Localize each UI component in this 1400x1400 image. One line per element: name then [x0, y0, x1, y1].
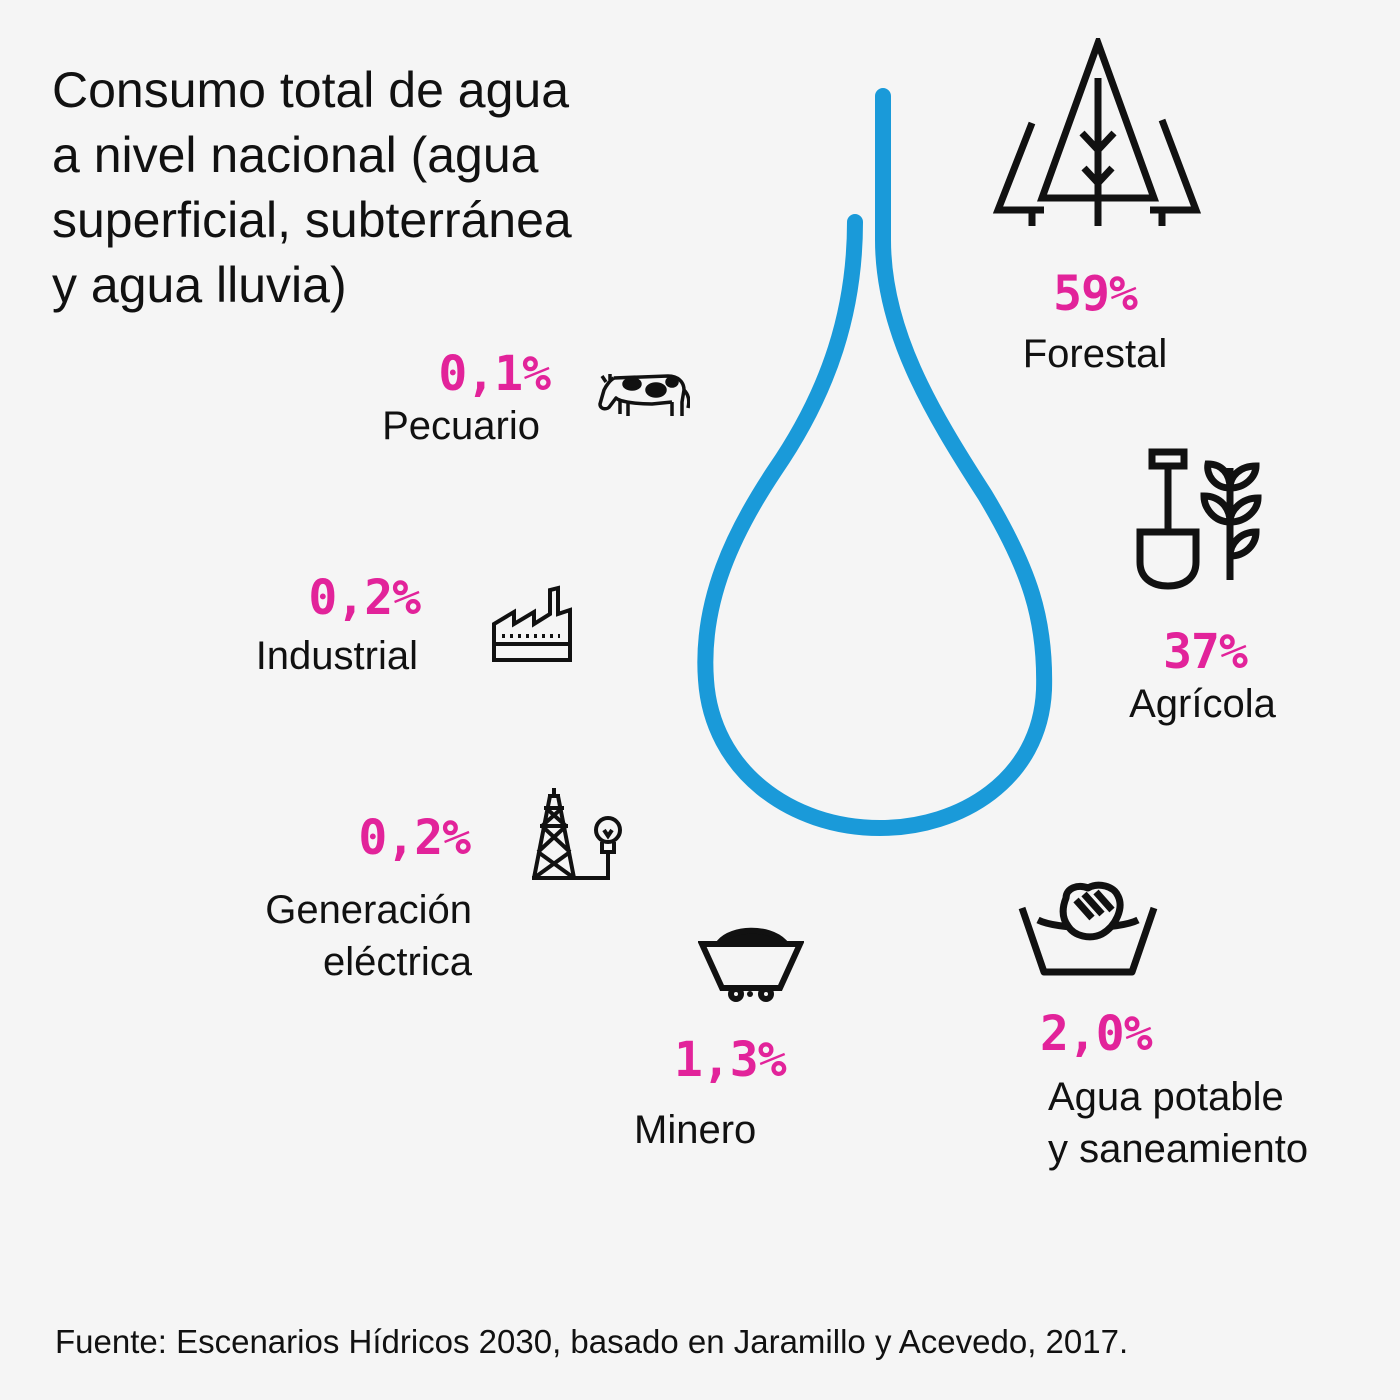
agricola-label: Agrícola: [1129, 682, 1276, 726]
title-line: a nivel nacional (agua: [52, 127, 539, 183]
industrial-label: Industrial: [255, 634, 418, 678]
cow-icon: [598, 368, 690, 422]
shovel-plant-icon: [1134, 448, 1266, 590]
agua-potable-label-line2: y saneamiento: [1048, 1127, 1309, 1171]
washbasin-hands-icon: [1018, 878, 1160, 978]
forestal-label: Forestal: [1022, 332, 1168, 376]
industrial-percent: 0,2%: [308, 570, 421, 626]
agua-potable-label-line1: Agua potable: [1048, 1075, 1284, 1119]
title-line: Consumo total de agua: [52, 62, 570, 118]
forestal-percent: 59%: [1053, 266, 1138, 322]
generacion-label-line2: eléctrica: [323, 940, 472, 984]
minero-percent: 1,3%: [674, 1032, 787, 1088]
source-note: Fuente: Escenarios Hídricos 2030, basado…: [55, 1323, 1129, 1360]
mine-cart-icon: [698, 920, 804, 1004]
minero-label: Minero: [634, 1108, 757, 1152]
infographic-title: Consumo total de agua a nivel nacional (…: [52, 58, 652, 318]
generacion-percent: 0,2%: [358, 810, 471, 866]
agua-potable-percent: 2,0%: [1040, 1006, 1153, 1062]
title-line: y agua lluvia): [52, 257, 347, 313]
factory-icon: [490, 584, 574, 664]
title-line: superficial, subterránea: [52, 192, 572, 248]
power-tower-bulb-icon: [530, 786, 630, 884]
generacion-label-line1: Generación: [265, 888, 472, 932]
pecuario-label: Pecuario: [382, 404, 540, 448]
trees-icon: [992, 38, 1202, 230]
agricola-percent: 37%: [1163, 624, 1248, 680]
pecuario-percent: 0,1%: [438, 346, 551, 402]
